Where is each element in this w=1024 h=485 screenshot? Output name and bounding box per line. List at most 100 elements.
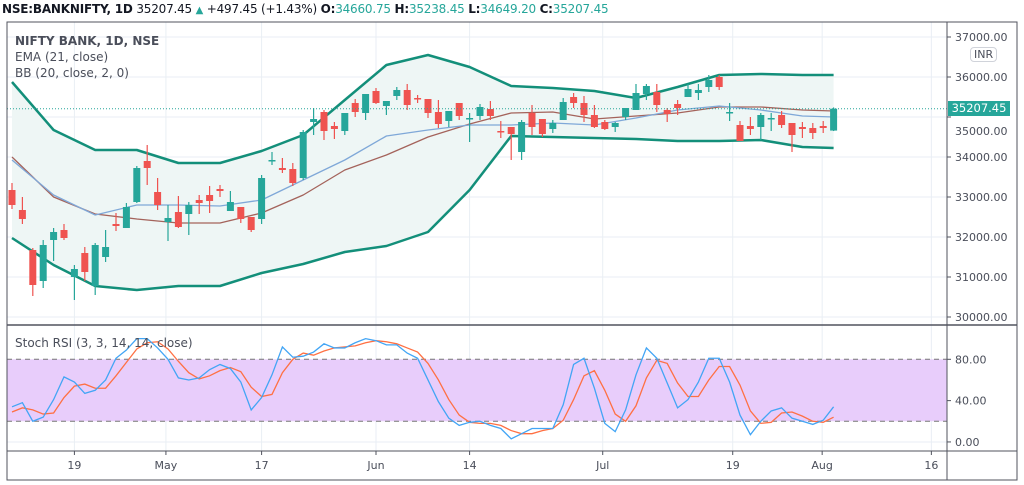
candle xyxy=(518,120,526,160)
candle-body xyxy=(580,103,588,115)
candle xyxy=(91,243,99,295)
candle xyxy=(736,121,744,141)
candle xyxy=(372,88,380,104)
candle-body xyxy=(590,115,598,127)
candle-body xyxy=(778,115,786,125)
legend-title[interactable]: NIFTY BANK, 1D, NSE xyxy=(15,34,160,48)
candle-body xyxy=(559,102,567,120)
candle-body xyxy=(81,253,89,272)
candle xyxy=(424,99,432,118)
candle-body xyxy=(299,132,307,178)
candle xyxy=(102,230,110,262)
candle-body xyxy=(632,93,640,110)
candle xyxy=(216,185,224,197)
price-axis-label: 34000.00 xyxy=(955,151,1008,164)
candle xyxy=(258,175,266,224)
candle-body xyxy=(351,103,359,112)
candle-body xyxy=(830,108,838,131)
candle xyxy=(351,99,359,117)
symbol-name[interactable]: NSE:BANKNIFTY, 1D xyxy=(2,2,133,16)
candle-body xyxy=(715,77,723,87)
candle xyxy=(393,87,401,100)
candle xyxy=(580,96,588,122)
legend-ema[interactable]: EMA (21, close) xyxy=(15,50,109,64)
price-axis-label: 37000.00 xyxy=(955,31,1008,44)
bb-basis-line xyxy=(11,105,834,216)
candle xyxy=(778,111,786,128)
candle-body xyxy=(258,178,266,219)
candle-body xyxy=(29,250,37,285)
candle-body xyxy=(434,112,442,124)
candle-body xyxy=(798,127,806,129)
candle-body xyxy=(39,245,47,281)
candle-body xyxy=(247,217,255,230)
candle xyxy=(497,121,505,138)
candle-body xyxy=(622,108,630,117)
stoch-band-fill xyxy=(7,359,947,422)
candle xyxy=(122,203,130,228)
candle xyxy=(622,108,630,120)
candle-body xyxy=(455,103,463,116)
stoch-rsi-legend[interactable]: Stoch RSI (3, 3, 14, 14, close) xyxy=(15,336,193,350)
candle xyxy=(237,207,245,223)
candle xyxy=(767,113,775,131)
time-axis-label: Aug xyxy=(811,459,832,472)
stoch-k-line xyxy=(11,337,835,440)
candle-body xyxy=(216,189,224,191)
candle xyxy=(746,117,754,135)
candle xyxy=(570,93,578,108)
candle-body xyxy=(507,127,515,134)
candle-body xyxy=(195,200,203,203)
candle xyxy=(310,108,318,135)
candle-body xyxy=(8,190,16,205)
candle xyxy=(788,123,796,152)
candle xyxy=(538,119,546,137)
candle-body xyxy=(819,126,827,128)
candle xyxy=(653,84,661,112)
candle-body xyxy=(154,192,162,205)
candle-body xyxy=(674,104,682,108)
indicator-legend: NIFTY BANK, 1D, NSE EMA (21, close) BB (… xyxy=(15,33,159,81)
candle-body xyxy=(538,119,546,134)
candle-body xyxy=(372,91,380,103)
candle xyxy=(726,103,734,121)
candle-body xyxy=(424,99,432,113)
candle xyxy=(663,108,671,122)
time-axis-label: Jun xyxy=(366,459,384,472)
candle xyxy=(601,120,609,130)
candle-body xyxy=(174,212,182,227)
candle-body xyxy=(757,115,765,127)
symbol-header: NSE:BANKNIFTY, 1D 35207.45 ▲ +497.45 (+1… xyxy=(2,2,609,16)
triangle-up-icon: ▲ xyxy=(195,5,204,16)
candle xyxy=(559,98,567,120)
candle xyxy=(382,101,390,115)
low-label: L: xyxy=(468,2,481,16)
candle-body xyxy=(414,98,422,100)
candle-body xyxy=(611,123,619,127)
currency-badge[interactable]: INR xyxy=(970,47,998,62)
close-label: C: xyxy=(539,2,553,16)
candle-body xyxy=(133,168,141,202)
candle-body xyxy=(382,101,390,106)
candle-body xyxy=(518,122,526,152)
candle xyxy=(164,205,172,241)
candle xyxy=(798,122,806,138)
last-price: 35207.45 xyxy=(136,2,192,16)
time-axis-label: Jul xyxy=(595,459,609,472)
candle xyxy=(694,84,702,100)
candle-body xyxy=(185,205,193,214)
candle-body xyxy=(746,126,754,129)
stoch-axis-label: 0.00 xyxy=(955,436,980,449)
candle xyxy=(414,95,422,103)
candle xyxy=(50,228,58,261)
candle xyxy=(528,105,536,135)
candle-body xyxy=(289,169,297,183)
last-price-tag: 35207.45 xyxy=(948,101,1010,116)
stoch-axis-label: 40.00 xyxy=(955,395,987,408)
candle xyxy=(299,130,307,180)
price-axis-label: 35000.00 xyxy=(955,125,1008,138)
candle-body xyxy=(18,210,26,219)
candle-body xyxy=(726,112,734,114)
legend-bb[interactable]: BB (20, close, 2, 0) xyxy=(15,66,129,80)
